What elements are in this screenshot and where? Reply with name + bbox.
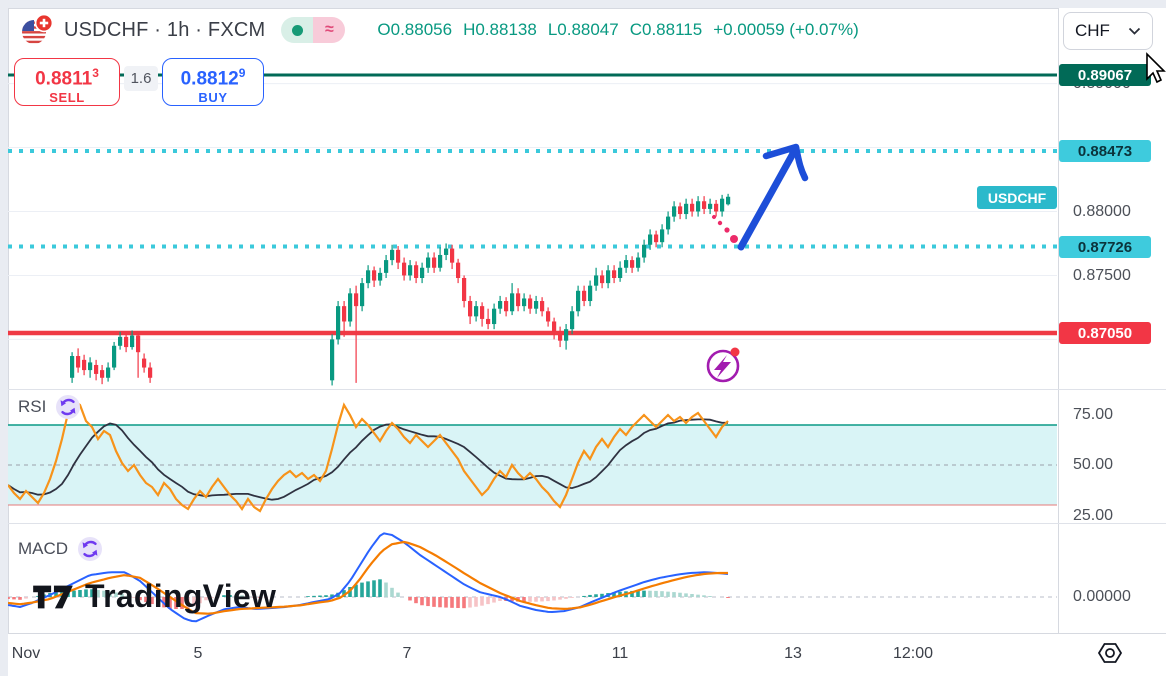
price-levels: [8, 73, 1057, 336]
axis-label: 75.00: [1073, 406, 1114, 423]
time-tick-label: 5: [193, 645, 203, 662]
axis-label: 50.00: [1073, 456, 1114, 473]
price-level-chip: 0.87050: [1059, 322, 1151, 344]
close-value: C0.88115: [629, 20, 703, 39]
market-open-indicator: [281, 17, 314, 43]
forecast-dots: [712, 215, 738, 243]
macd-refresh-icon[interactable]: [77, 536, 103, 562]
sell-price: 0.88113: [35, 66, 99, 90]
approx-icon: ≈: [325, 21, 334, 38]
time-tick-label: 12:00: [892, 645, 934, 662]
tradingview-logo-icon: [33, 585, 73, 608]
macd-lines: [8, 532, 729, 623]
time-tick-label: 13: [784, 645, 802, 662]
tradingview-watermark: TradingView: [30, 578, 276, 615]
macd-legend-label[interactable]: MACD: [18, 539, 69, 558]
scale-settings-button[interactable]: [1097, 641, 1123, 670]
price-level-chip: 0.87726: [1059, 236, 1151, 258]
buy-price: 0.88129: [180, 66, 246, 90]
open-value: O0.88056: [377, 20, 453, 39]
time-tick-label: 7: [402, 645, 412, 662]
buy-label: BUY: [198, 90, 228, 106]
usdchf-pair-flag-icon: [22, 14, 54, 44]
chart-background: [8, 8, 1166, 675]
currency-dropdown-value: CHF: [1075, 21, 1110, 40]
high-value: H0.88138: [463, 20, 537, 39]
watermark-text: TradingView: [85, 578, 277, 614]
grid-lines: [8, 83, 1057, 340]
price-level-chip: 0.89067: [1059, 64, 1151, 86]
currency-dropdown[interactable]: CHF: [1063, 12, 1153, 50]
current-price-symbol-chip: USDCHF: [977, 186, 1057, 209]
time-axis[interactable]: Nov 5 7 11 13 12:00: [8, 633, 1166, 676]
axis-label: 0.87500: [1073, 267, 1131, 284]
notification-dot: [730, 347, 740, 357]
rsi-band: [8, 424, 1057, 506]
status-dot-icon: [291, 24, 303, 36]
rsi-legend-label[interactable]: RSI: [18, 397, 47, 416]
ohlc-readout: O0.88056 H0.88138 L0.88047 C0.88115 +0.0…: [377, 20, 858, 40]
axis-label: 25.00: [1073, 507, 1114, 524]
buy-button[interactable]: 0.88129 BUY: [162, 58, 264, 106]
pane-separator-rsi[interactable]: [8, 389, 1166, 390]
symbol-title[interactable]: USDCHF · 1h · FXCM: [64, 18, 266, 41]
price-axis[interactable]: 0.890000.880000.8750075.0050.0025.000.00…: [1058, 8, 1166, 633]
candlestick-series: [70, 193, 731, 386]
change-value: +0.00059 (+0.07%): [713, 20, 859, 39]
market-status-pill[interactable]: ≈: [281, 17, 346, 43]
chevron-down-icon: [1128, 27, 1141, 35]
sell-button[interactable]: 0.88113 SELL: [14, 58, 120, 106]
pane-separator-macd[interactable]: [8, 523, 1166, 524]
forecast-arrow[interactable]: [737, 143, 809, 251]
price-level-chip: 0.88473: [1059, 140, 1151, 162]
mouse-cursor: [1141, 52, 1166, 89]
time-tick-label: 11: [611, 645, 629, 662]
low-value: L0.88047: [547, 20, 619, 39]
axis-label: 0.88000: [1073, 203, 1131, 220]
axis-label: 0.00000: [1073, 588, 1131, 605]
sell-label: SELL: [49, 90, 85, 106]
rsi-refresh-icon[interactable]: [55, 394, 81, 420]
delayed-data-indicator: ≈: [313, 17, 346, 43]
time-tick-label: Nov: [11, 645, 41, 662]
instant-trading-icon[interactable]: [706, 347, 740, 383]
rsi-lines: [8, 399, 729, 513]
spread-value: 1.6: [124, 66, 158, 91]
